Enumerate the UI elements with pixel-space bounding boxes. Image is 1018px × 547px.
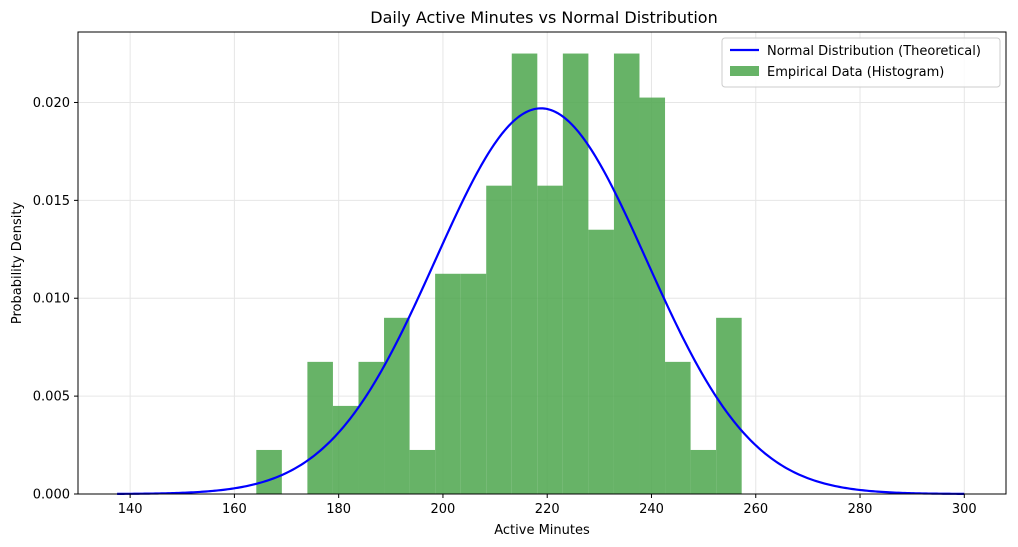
x-tick-label: 300 <box>952 502 977 517</box>
legend-label-histogram: Empirical Data (Histogram) <box>767 65 944 80</box>
histogram-bar <box>358 361 385 494</box>
histogram-bar <box>486 185 512 495</box>
histogram-bar <box>588 229 614 494</box>
histogram-bars <box>256 53 742 495</box>
y-tick-label: 0.000 <box>33 488 70 503</box>
y-axis-ticks: 0.000 0.005 0.010 0.015 0.020 <box>33 96 78 503</box>
histogram-bar <box>460 273 487 494</box>
legend-box <box>721 37 1001 88</box>
histogram-bar <box>307 361 333 494</box>
histogram-bar <box>256 449 282 494</box>
histogram-bar <box>716 317 742 494</box>
histogram-bar <box>332 405 359 494</box>
histogram-bar <box>409 449 436 494</box>
chart-title: Daily Active Minutes vs Normal Distribut… <box>370 8 717 27</box>
x-axis-ticks: 140 160 180 200 220 240 260 280 300 <box>118 494 977 517</box>
y-axis-label: Probability Density <box>10 202 25 325</box>
histogram-bar <box>665 361 691 494</box>
y-tick-label: 0.005 <box>33 390 70 405</box>
legend-label-normal: Normal Distribution (Theoretical) <box>767 44 981 59</box>
x-tick-label: 180 <box>326 502 351 517</box>
histogram-bar <box>690 449 717 494</box>
normal-curve-line <box>117 107 965 495</box>
legend: Normal Distribution (Theoretical) Empiri… <box>721 37 1001 88</box>
x-tick-label: 260 <box>743 502 768 517</box>
x-tick-label: 280 <box>848 502 873 517</box>
x-tick-label: 240 <box>639 502 664 517</box>
y-tick-label: 0.010 <box>33 292 70 307</box>
x-tick-label: 220 <box>535 502 560 517</box>
plot-frame <box>77 31 1007 495</box>
histogram-bar <box>639 97 666 494</box>
y-tick-label: 0.020 <box>33 96 70 111</box>
histogram-bar <box>384 317 410 494</box>
y-tick-label: 0.015 <box>33 194 70 209</box>
histogram-bar <box>537 185 563 495</box>
x-tick-label: 160 <box>222 502 247 517</box>
histogram-bar <box>511 53 538 494</box>
x-tick-label: 200 <box>431 502 456 517</box>
histogram-bar <box>435 273 461 494</box>
normal-curve-layer <box>117 107 965 495</box>
histogram-bar <box>613 53 640 494</box>
x-tick-label: 140 <box>118 502 143 517</box>
x-axis-label: Active Minutes <box>494 523 590 538</box>
legend-bar-swatch <box>730 66 759 76</box>
